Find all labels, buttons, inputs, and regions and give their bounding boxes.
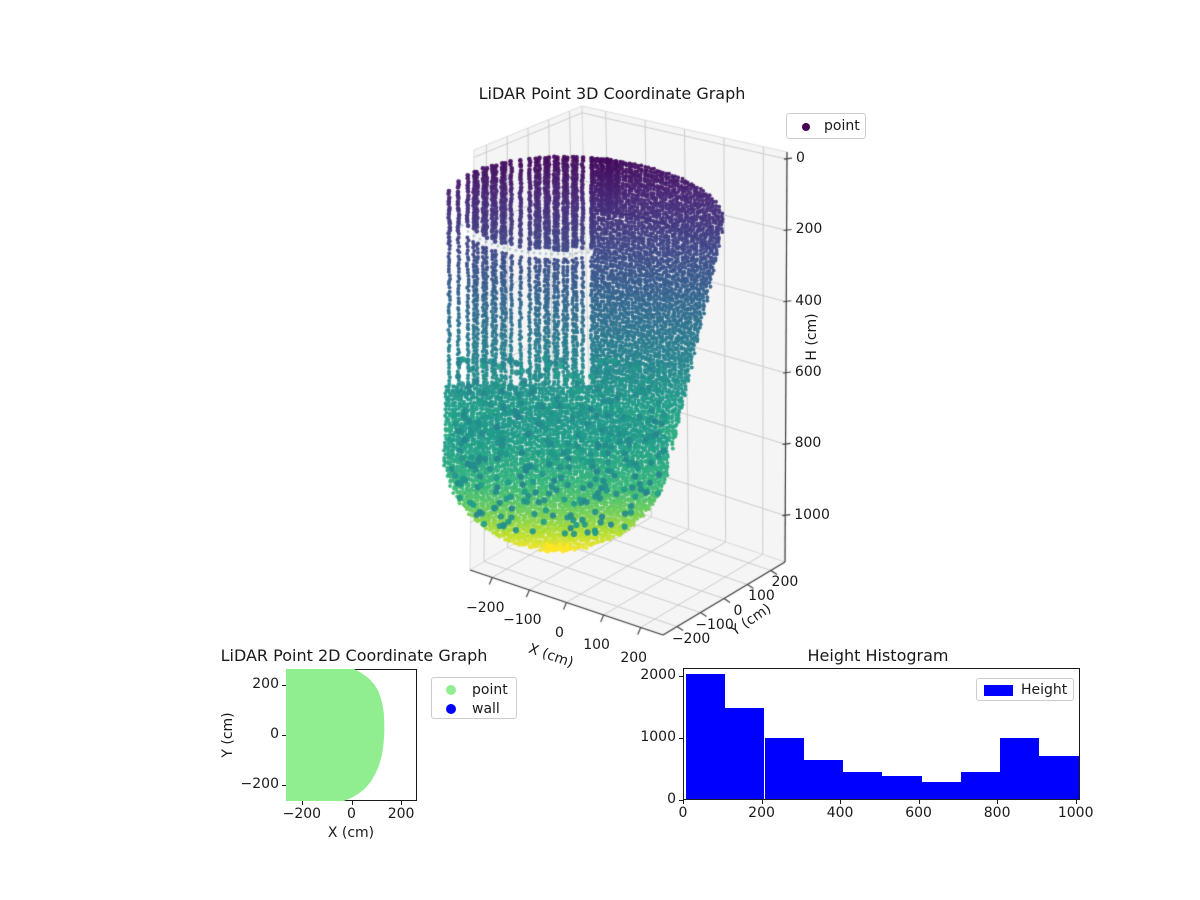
histogram-bar	[960, 771, 1001, 799]
histogram-x-tick-label: 1000	[1057, 805, 1094, 821]
tick-mark	[282, 785, 286, 786]
tick-mark	[679, 676, 683, 678]
histogram-bar	[921, 782, 961, 799]
tick-mark	[679, 800, 683, 801]
histogram-y-tick-label: 0	[667, 791, 676, 807]
plot2d-xaxis-label: X (cm)	[327, 825, 375, 841]
tick-mark	[282, 685, 286, 686]
plot3d-title: LiDAR Point 3D Coordinate Graph	[478, 84, 746, 103]
plot3d-zaxis-label: H (cm)	[804, 313, 820, 361]
plot2d-y-tick-label: 200	[252, 676, 279, 692]
plot2d-x-tick-label: 200	[387, 806, 415, 822]
tick-mark	[840, 800, 842, 804]
histogram-y-tick-label: 1000	[640, 729, 676, 746]
plot3d-x-tick-label: −200	[466, 599, 505, 616]
histogram-axes	[683, 668, 1080, 800]
tick-mark	[301, 801, 303, 805]
tick-mark	[351, 801, 353, 805]
histogram-bar	[882, 776, 922, 799]
histogram-bar	[1039, 756, 1079, 799]
plot3d-x-tick-label: 100	[583, 637, 610, 653]
plot3d-z-tick-label: 200	[795, 221, 823, 238]
plot3d-z-tick-label: 0	[795, 150, 805, 167]
histogram-bars	[684, 669, 1079, 799]
plot3d-z-tick-label: 600	[794, 364, 822, 381]
plot2d-legend-point-label: point	[472, 682, 508, 698]
plot3d-z-tick-label: 800	[794, 435, 822, 452]
plot3d-y-tick-label: 200	[771, 574, 799, 591]
tick-mark	[683, 800, 684, 804]
histogram-y-tick-label: 2000	[640, 667, 676, 684]
plot3d-x-tick-label: 0	[555, 624, 564, 641]
plot3d-y-tick-label: 0	[733, 602, 743, 619]
histogram-bar	[764, 738, 804, 799]
histogram-legend: Height	[976, 678, 1074, 701]
plot3d-y-tick-label: −100	[695, 616, 734, 633]
plot3d-x-tick-label: 200	[620, 649, 648, 666]
plot3d-y-tick-label: 100	[748, 588, 775, 605]
plot2d-point-region	[286, 669, 385, 801]
plot3d-y-tick-label: −200	[671, 630, 711, 647]
plot2d-y-tick-label: 0	[270, 726, 279, 742]
plot3d-legend-label: point	[824, 118, 860, 134]
histogram-x-tick-label: 200	[748, 805, 775, 821]
histogram-bar	[686, 673, 726, 799]
tick-mark	[997, 800, 999, 804]
histogram-x-tick-label: 800	[983, 805, 1011, 821]
histogram-legend-label: Height	[1021, 682, 1068, 698]
height-legend-swatch-icon	[984, 685, 1013, 696]
histogram-bar	[843, 771, 883, 799]
tick-mark	[401, 801, 403, 805]
histogram-bar	[1000, 738, 1040, 799]
plot2d-legend-wall-label: wall	[472, 701, 500, 717]
plot2d-y-tick-label: −200	[240, 776, 279, 792]
histogram-title: Height Histogram	[807, 646, 949, 665]
wall-marker-icon	[446, 704, 456, 714]
plot3d-z-tick-label: 1000	[794, 506, 830, 523]
plot2d-title: LiDAR Point 2D Coordinate Graph	[220, 646, 488, 665]
histogram-x-tick-label: 0	[678, 805, 688, 821]
tick-mark	[1075, 800, 1077, 804]
point-marker-icon	[446, 685, 456, 695]
plot2d-legend: point wall	[431, 677, 517, 719]
tick-mark	[918, 800, 920, 804]
plot2d-x-tick-label: 0	[347, 806, 356, 822]
plot2d-x-tick-label: −200	[282, 806, 322, 822]
plot3d-z-tick-label: 400	[795, 292, 822, 309]
plot3d-canvas[interactable]	[415, 95, 835, 675]
tick-mark	[761, 800, 763, 804]
histogram-bar	[803, 760, 844, 799]
histogram-x-tick-label: 600	[905, 805, 932, 821]
tick-mark	[282, 735, 286, 736]
plot3d-legend: point	[786, 113, 866, 139]
tick-mark	[679, 738, 683, 740]
plot3d-x-tick-label: −100	[503, 612, 542, 628]
point-marker-icon	[802, 123, 810, 131]
histogram-x-tick-label: 400	[826, 805, 854, 821]
histogram-bar	[725, 707, 765, 799]
